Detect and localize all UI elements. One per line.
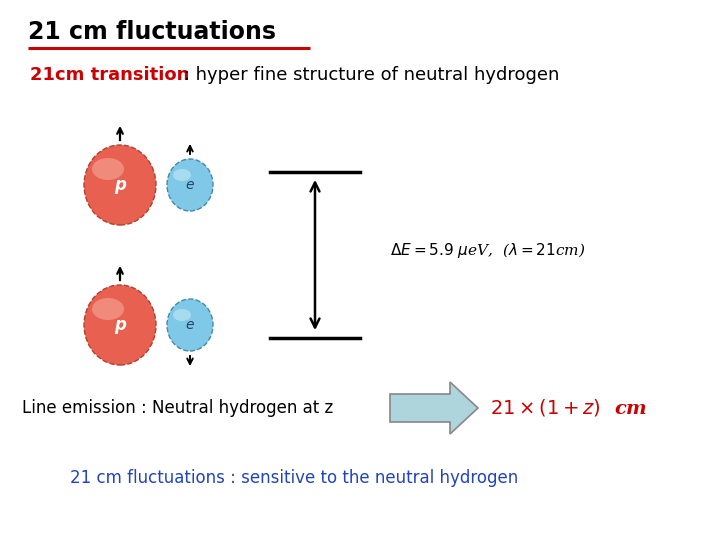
Text: 21 cm fluctuations: 21 cm fluctuations bbox=[28, 20, 276, 44]
Ellipse shape bbox=[84, 145, 156, 225]
Text: p: p bbox=[114, 176, 126, 194]
Text: $21 \times (1+z)$  cm: $21 \times (1+z)$ cm bbox=[490, 397, 647, 418]
Ellipse shape bbox=[173, 169, 191, 181]
Ellipse shape bbox=[84, 285, 156, 365]
Text: 21 cm fluctuations : sensitive to the neutral hydrogen: 21 cm fluctuations : sensitive to the ne… bbox=[70, 469, 518, 487]
Ellipse shape bbox=[167, 299, 213, 351]
Text: e: e bbox=[186, 318, 194, 332]
Text: $\Delta E = 5.9\ \mu$eV,  ($\lambda = 21$cm): $\Delta E = 5.9\ \mu$eV, ($\lambda = 21$… bbox=[390, 240, 585, 260]
Polygon shape bbox=[390, 382, 478, 434]
Ellipse shape bbox=[173, 309, 191, 321]
Text: 21cm transition: 21cm transition bbox=[30, 66, 189, 84]
Ellipse shape bbox=[167, 159, 213, 211]
Text: : hyper fine structure of neutral hydrogen: : hyper fine structure of neutral hydrog… bbox=[178, 66, 559, 84]
Text: Line emission : Neutral hydrogen at z: Line emission : Neutral hydrogen at z bbox=[22, 399, 333, 417]
Text: e: e bbox=[186, 178, 194, 192]
Ellipse shape bbox=[92, 298, 124, 320]
Ellipse shape bbox=[92, 158, 124, 180]
Text: p: p bbox=[114, 316, 126, 334]
